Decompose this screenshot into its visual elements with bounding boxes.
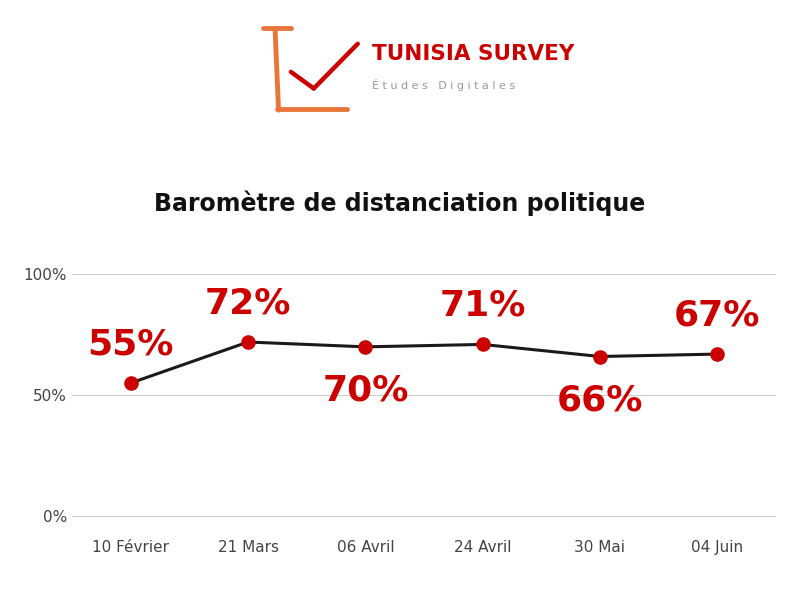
Point [594, 351, 606, 361]
Text: 67%: 67% [674, 299, 761, 333]
Text: 66%: 66% [557, 383, 643, 417]
Point [242, 337, 254, 347]
Point [711, 349, 724, 359]
Text: É t u d e s   D i g i t a l e s: É t u d e s D i g i t a l e s [372, 78, 515, 91]
Point [476, 340, 489, 350]
Text: TUNISIA SURVEY: TUNISIA SURVEY [372, 44, 574, 64]
Text: 71%: 71% [439, 289, 526, 323]
Text: 55%: 55% [87, 327, 174, 361]
Text: 72%: 72% [205, 286, 291, 320]
Point [124, 378, 137, 388]
Text: Baromètre de distanciation politique: Baromètre de distanciation politique [154, 190, 646, 216]
Point [359, 342, 372, 351]
Text: 70%: 70% [322, 373, 409, 407]
